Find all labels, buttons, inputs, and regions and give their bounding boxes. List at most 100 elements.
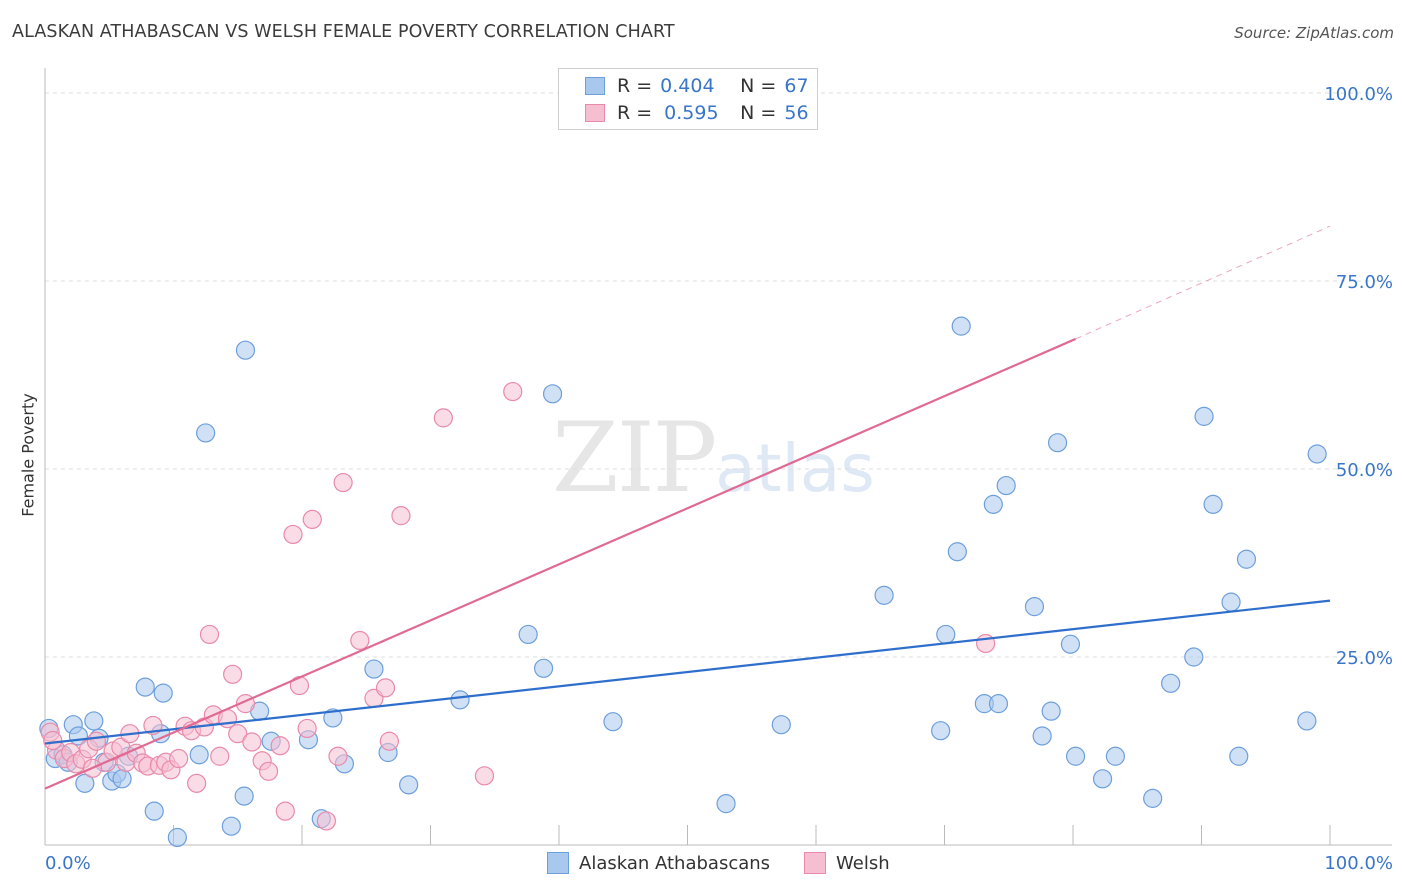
x-tick-label: 100.0%	[1324, 853, 1393, 874]
point-athabascan	[716, 794, 736, 814]
point-athabascan	[603, 712, 623, 732]
point-welsh	[242, 732, 262, 752]
watermark-atlas: atlas	[715, 430, 875, 507]
point-athabascan	[450, 690, 470, 710]
point-athabascan	[189, 745, 209, 765]
point-athabascan	[1194, 406, 1214, 426]
legend-r-value: 0.404	[660, 75, 715, 97]
point-athabascan	[951, 316, 971, 336]
point-athabascan	[947, 542, 967, 562]
trendline-extension-welsh	[1075, 225, 1331, 340]
point-athabascan	[1032, 726, 1052, 746]
point-athabascan	[235, 340, 256, 360]
point-athabascan	[1307, 444, 1327, 464]
point-welsh	[283, 524, 303, 545]
point-welsh	[433, 408, 453, 428]
point-welsh	[223, 664, 243, 684]
point-athabascan	[983, 494, 1003, 514]
trendline-athabascan	[44, 599, 1331, 745]
legend-n-label: N =	[740, 102, 777, 124]
point-welsh	[333, 472, 353, 493]
point-athabascan	[936, 624, 956, 645]
point-athabascan	[874, 585, 894, 605]
point-athabascan	[75, 773, 95, 793]
point-athabascan	[364, 659, 384, 679]
point-athabascan	[112, 769, 132, 789]
point-athabascan	[1221, 592, 1241, 612]
legend-label-welsh: Welsh	[836, 852, 890, 874]
trendline-welsh	[44, 337, 1077, 790]
point-athabascan	[1092, 769, 1113, 789]
point-welsh	[210, 746, 230, 766]
source-credit: Source: ZipAtlas.com	[1234, 24, 1394, 42]
y-tick-label: 25.0%	[1336, 648, 1393, 669]
point-welsh	[503, 381, 523, 402]
point-welsh	[474, 766, 495, 786]
point-athabascan	[1143, 788, 1163, 808]
point-athabascan	[1060, 634, 1081, 654]
legend-item-welsh: Welsh	[804, 852, 890, 874]
point-athabascan	[1041, 701, 1061, 721]
point-athabascan	[1203, 494, 1223, 514]
point-welsh	[86, 731, 107, 751]
point-athabascan	[771, 715, 791, 735]
legend-label-athabascan: Alaskan Athabascans	[579, 852, 771, 874]
chart-title: ALASKAN ATHABASCAN VS WELSH FEMALE POVER…	[12, 22, 675, 42]
point-welsh	[391, 506, 411, 526]
point-athabascan	[1229, 746, 1249, 766]
legend-r-value: 0.595	[664, 102, 719, 124]
point-athabascan	[135, 677, 155, 697]
point-welsh	[302, 509, 322, 530]
y-tick-label: 75.0%	[1336, 272, 1393, 293]
y-tick-label: 50.0%	[1336, 460, 1393, 481]
point-athabascan	[234, 786, 254, 806]
point-athabascan	[1184, 647, 1204, 667]
point-athabascan	[1047, 433, 1068, 453]
point-athabascan	[84, 711, 104, 731]
point-welsh	[379, 731, 399, 751]
point-athabascan	[323, 708, 343, 728]
legend-swatch-pink	[804, 852, 826, 874]
legend-n-label: N =	[740, 75, 777, 97]
legend-row-athabascan: R = 0.404 N = 67	[585, 74, 809, 98]
legend-swatch-blue	[547, 852, 569, 874]
point-welsh	[228, 724, 248, 744]
point-athabascan	[1065, 746, 1086, 766]
point-athabascan	[196, 423, 216, 443]
point-athabascan	[996, 475, 1016, 496]
point-athabascan	[1297, 711, 1317, 731]
point-athabascan	[931, 721, 951, 741]
point-athabascan	[518, 624, 538, 645]
legend-item-athabascan: Alaskan Athabascans	[547, 852, 770, 874]
legend-r-label: R =	[617, 75, 653, 97]
legend-r-label: R =	[617, 102, 653, 124]
correlation-legend: R = 0.404 N = 67 R = 0.595 N = 56	[558, 68, 818, 130]
y-tick-label: 100.0%	[1324, 84, 1393, 105]
point-athabascan	[399, 775, 419, 795]
legend-n-value: 67	[784, 75, 809, 97]
point-welsh	[297, 718, 317, 739]
point-athabascan	[1161, 673, 1181, 693]
point-athabascan	[1105, 746, 1126, 766]
point-athabascan	[144, 801, 164, 821]
point-welsh	[375, 678, 396, 698]
point-welsh	[350, 630, 370, 651]
point-athabascan	[1236, 549, 1257, 569]
point-athabascan	[153, 683, 173, 703]
point-athabascan	[542, 384, 563, 404]
legend-swatch-pink	[585, 104, 605, 122]
legend-row-welsh: R = 0.595 N = 56	[585, 101, 809, 125]
point-athabascan	[221, 816, 241, 836]
point-welsh	[43, 730, 63, 751]
point-welsh	[270, 736, 290, 756]
point-athabascan	[533, 658, 554, 678]
legend-swatch-blue	[585, 77, 605, 95]
point-athabascan	[1024, 597, 1045, 617]
point-welsh	[258, 761, 279, 781]
watermark-zip: ZIP	[552, 402, 717, 514]
point-welsh	[169, 748, 189, 769]
watermark: ZIPatlas	[552, 402, 875, 514]
point-athabascan	[988, 694, 1009, 714]
point-welsh	[199, 624, 220, 645]
